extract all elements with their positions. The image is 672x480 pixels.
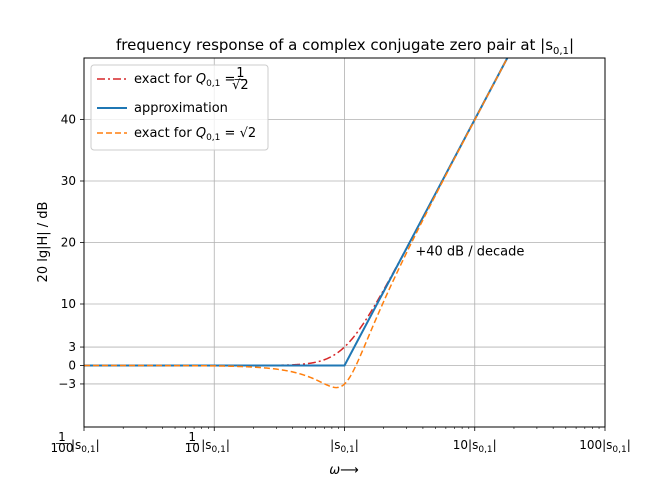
legend-entry: exact for Q0,1 = √2 bbox=[134, 126, 256, 143]
x-tick-label: 10|s0,1| bbox=[453, 438, 497, 455]
x-tick-frac-den: 10 bbox=[185, 441, 200, 455]
y-tick-label: 20 bbox=[61, 236, 76, 250]
title-text: frequency response of a complex conjugat… bbox=[116, 36, 553, 54]
data-series bbox=[84, 58, 509, 389]
legend-box bbox=[90, 64, 269, 151]
legend: exact for Q0,1 = 1√2 approximation exact f… bbox=[90, 64, 269, 151]
x-tick-text: 10|s0,1| bbox=[453, 438, 497, 455]
x-axis-label: ω⟶ bbox=[329, 463, 359, 478]
x-tick-text: |s0,1| bbox=[71, 438, 100, 455]
chart-title: frequency response of a complex conjugat… bbox=[116, 36, 574, 57]
y-tick-label: −3 bbox=[58, 377, 76, 391]
legend-entry: exact for Q0,1 = 1√2 bbox=[134, 66, 249, 93]
x-tick-text: 100|s0,1| bbox=[579, 438, 631, 455]
legend-frac-den: √2 bbox=[232, 78, 249, 93]
x-tick-label: |s0,1| bbox=[330, 438, 359, 455]
y-axis-ticks: −3 0 3 10 20 30 40 bbox=[58, 113, 84, 391]
x-tick-frac-den: 100 bbox=[51, 441, 74, 455]
x-tick-label: 100|s0,1| bbox=[579, 438, 631, 455]
x-tick-label: 110 |s0,1| bbox=[185, 430, 230, 455]
x-tick-frac-num: 1 bbox=[58, 430, 66, 444]
slope-annotation: +40 dB / decade bbox=[415, 245, 524, 260]
y-tick-label: 40 bbox=[61, 113, 76, 127]
series-line-2 bbox=[84, 58, 509, 389]
x-tick-text: |s0,1| bbox=[201, 438, 230, 455]
legend-label: exact for Q0,1 = √2 bbox=[134, 126, 256, 143]
y-tick-label: 10 bbox=[61, 297, 76, 311]
legend-frac-num: 1 bbox=[236, 66, 244, 81]
y-tick-label: 30 bbox=[61, 174, 76, 188]
legend-label: approximation bbox=[134, 101, 228, 116]
legend-entry: approximation bbox=[134, 101, 228, 116]
x-tick-frac-num: 1 bbox=[188, 430, 196, 444]
y-axis-label: 20 lg|H| / dB bbox=[36, 202, 51, 283]
legend-label: exact for Q0,1 = bbox=[134, 72, 235, 89]
annotations: +40 dB / decade bbox=[415, 245, 524, 260]
y-tick-label: 0 bbox=[68, 359, 76, 373]
title-end: | bbox=[569, 36, 574, 54]
y-tick-label: 3 bbox=[68, 340, 76, 354]
title-subscript: 0,1 bbox=[553, 46, 569, 57]
x-tick-text: |s0,1| bbox=[330, 438, 359, 455]
